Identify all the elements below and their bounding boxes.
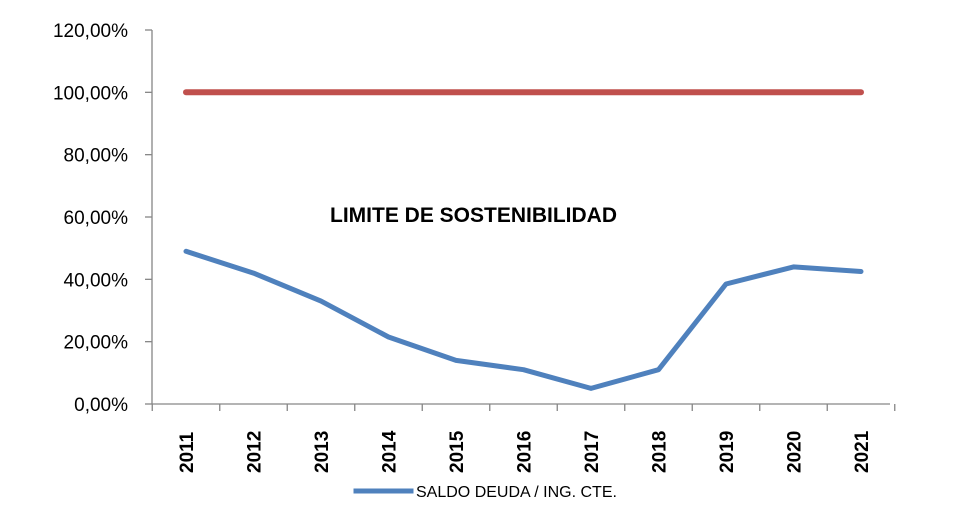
x-tick-label: 2014 xyxy=(380,430,401,473)
y-tick-label: 80,00% xyxy=(64,146,129,167)
y-tick-label: 40,00% xyxy=(64,270,129,291)
x-tick-label: 2017 xyxy=(582,431,603,473)
x-tick-label: 2021 xyxy=(852,430,873,473)
series-line-saldo xyxy=(183,248,864,391)
annotation-limite: LIMITE DE SOSTENIBILIDAD xyxy=(330,204,617,227)
y-axis: 0,00% 20,00% 40,00% 60,00% 80,00% 100,00% 120,… xyxy=(53,21,153,416)
x-tick-label: 2013 xyxy=(312,431,333,473)
y-tick-label: 120,00% xyxy=(53,21,128,42)
x-tick-label: 2018 xyxy=(650,431,671,473)
x-tick-label: 2012 xyxy=(245,431,266,473)
y-tick-label: 100,00% xyxy=(53,83,128,104)
x-tick-label: 2015 xyxy=(447,430,468,473)
series-lines xyxy=(183,89,864,391)
legend-label-saldo: SALDO DEUDA / ING. CTE. xyxy=(416,484,617,501)
x-tick-label: 2019 xyxy=(717,431,738,473)
x-axis: 2011 2012 2013 2014 2015 2016 2017 2018 2019 2020… xyxy=(151,403,896,473)
x-tick-label: 2011 xyxy=(177,431,198,473)
legend: SALDO DEUDA / ING. CTE. xyxy=(353,484,617,501)
y-tick-label: 60,00% xyxy=(64,208,129,229)
y-tick-label: 0,00% xyxy=(74,395,128,416)
x-tick-label: 2016 xyxy=(515,431,536,473)
x-tick-label: 2020 xyxy=(785,431,806,473)
y-tick-label: 20,00% xyxy=(64,333,129,354)
